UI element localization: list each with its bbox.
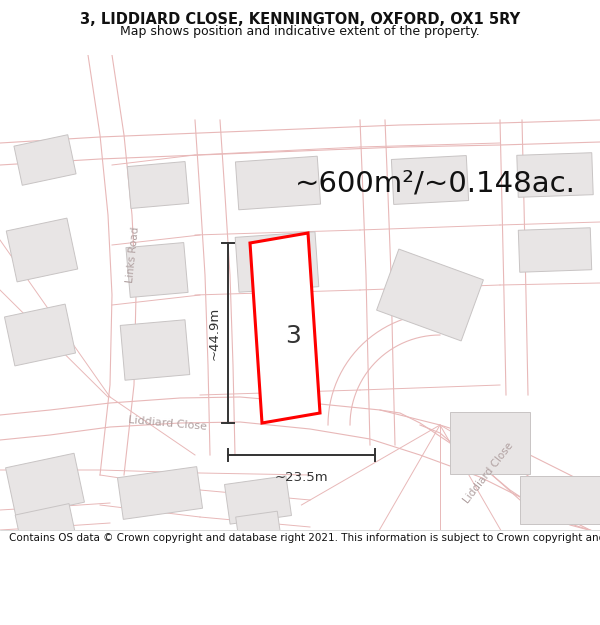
Polygon shape (517, 152, 593, 198)
Polygon shape (126, 242, 188, 298)
Text: 3, LIDDIARD CLOSE, KENNINGTON, OXFORD, OX1 5RY: 3, LIDDIARD CLOSE, KENNINGTON, OXFORD, O… (80, 12, 520, 27)
Polygon shape (127, 161, 189, 209)
Text: Liddiard Close: Liddiard Close (462, 441, 515, 505)
Polygon shape (120, 320, 190, 380)
Polygon shape (118, 467, 203, 519)
Polygon shape (14, 135, 76, 185)
Polygon shape (450, 412, 530, 474)
Text: Map shows position and indicative extent of the property.: Map shows position and indicative extent… (120, 26, 480, 39)
Polygon shape (15, 504, 75, 542)
Polygon shape (520, 476, 600, 524)
Text: Links Road: Links Road (125, 226, 141, 284)
Polygon shape (5, 453, 85, 517)
Polygon shape (6, 218, 78, 282)
Text: ~23.5m: ~23.5m (275, 471, 328, 484)
Polygon shape (377, 249, 484, 341)
Polygon shape (518, 228, 592, 272)
Polygon shape (235, 232, 319, 292)
Text: Liddiard Close: Liddiard Close (128, 414, 208, 431)
Text: Contains OS data © Crown copyright and database right 2021. This information is : Contains OS data © Crown copyright and d… (9, 533, 600, 543)
Polygon shape (391, 156, 469, 204)
Text: ~600m²/~0.148ac.: ~600m²/~0.148ac. (295, 169, 576, 197)
Text: ~44.9m: ~44.9m (208, 306, 221, 359)
Polygon shape (250, 233, 320, 423)
Polygon shape (235, 156, 320, 210)
Text: 3: 3 (285, 324, 301, 348)
Polygon shape (224, 476, 292, 524)
Polygon shape (236, 511, 280, 539)
Polygon shape (4, 304, 76, 366)
